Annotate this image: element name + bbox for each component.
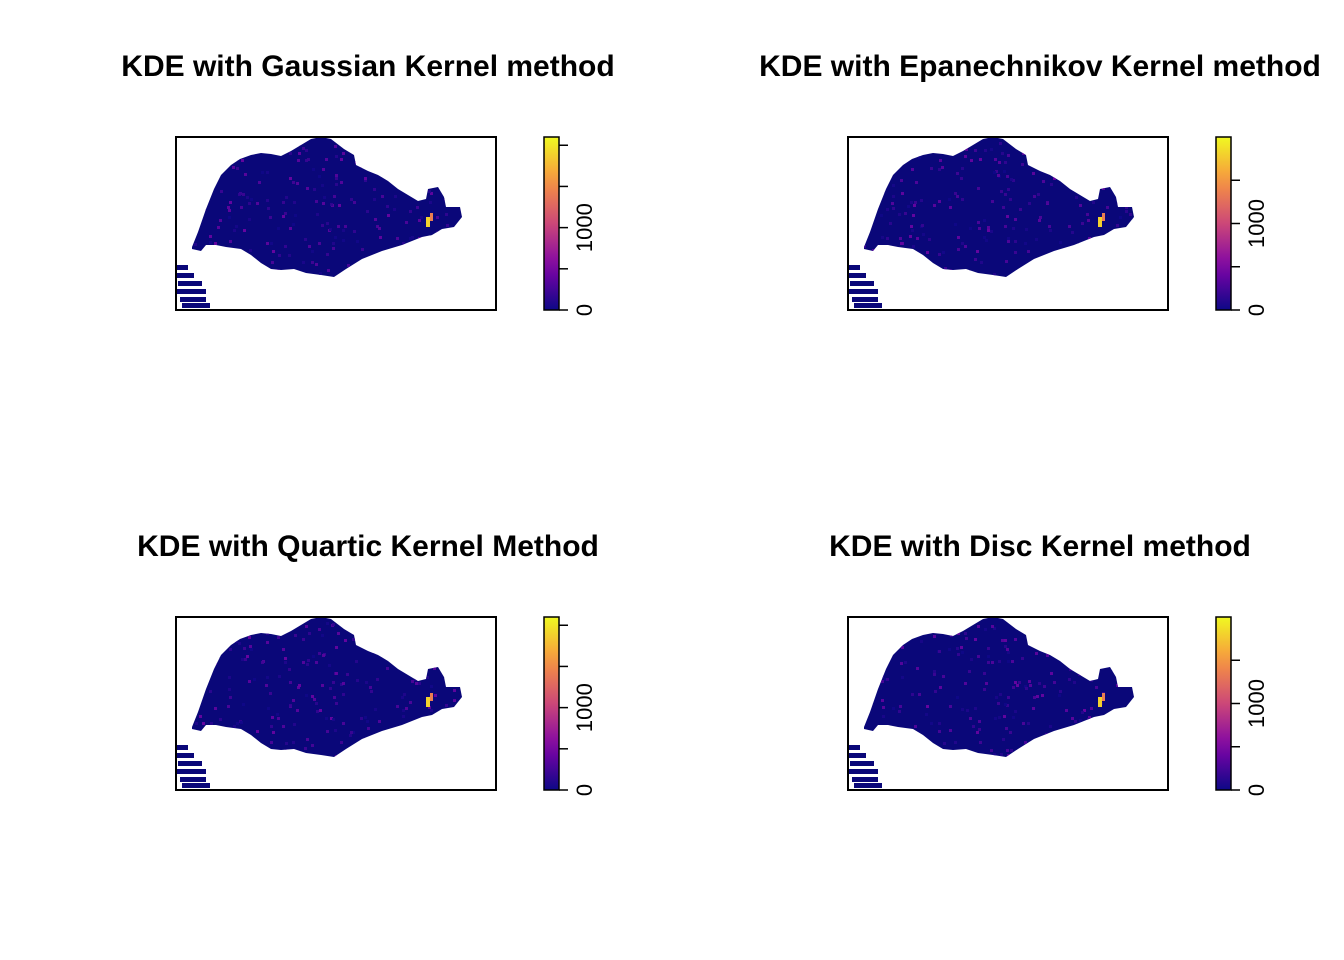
density-map: [848, 617, 1134, 788]
hotspot: [426, 693, 433, 707]
density-map: [176, 617, 462, 788]
kde-panel-gaussian: KDE with Gaussian Kernel method 0 1000: [0, 0, 672, 480]
kde-panel-epanechnikov: KDE with Epanechnikov Kernel method 0 1000: [672, 0, 1344, 480]
western-islets: [176, 265, 210, 308]
density-map: [176, 137, 462, 308]
map-frame: [175, 616, 497, 791]
colorbar-tick-label: 1000: [1244, 199, 1269, 248]
colorbar-tick-label: 1000: [572, 683, 597, 732]
western-islets: [176, 745, 210, 788]
colorbar-tick-label: 1000: [572, 203, 597, 252]
island-density-surface: [192, 137, 462, 277]
hotspot: [426, 213, 433, 227]
colorbar: [1215, 136, 1232, 311]
colorbar-tick-label: 0: [1244, 304, 1269, 316]
colorbar-tick-label: 0: [572, 784, 597, 796]
western-islets: [848, 265, 882, 308]
map-frame: [847, 136, 1169, 311]
hotspot: [1098, 213, 1105, 227]
colorbar: [543, 616, 560, 791]
colorbar: [1215, 616, 1232, 791]
chart-title: KDE with Gaussian Kernel method: [121, 50, 614, 83]
colorbar-tick-label: 0: [1244, 784, 1269, 796]
kde-panel-quartic: KDE with Quartic Kernel Method 0 1000: [0, 480, 672, 960]
colorbar-tick-label: 1000: [1244, 679, 1269, 728]
map-frame: [175, 136, 497, 311]
chart-title: KDE with Epanechnikov Kernel method: [759, 50, 1321, 83]
island-density-surface: [864, 137, 1134, 277]
kde-panel-disc: KDE with Disc Kernel method 0 1000: [672, 480, 1344, 960]
chart-svg: KDE with Disc Kernel method 0 1000: [829, 530, 1269, 796]
map-frame: [847, 616, 1169, 791]
chart-svg: KDE with Gaussian Kernel method 0 1000: [121, 50, 614, 316]
western-islets: [848, 745, 882, 788]
hotspot: [1098, 693, 1105, 707]
island-density-surface: [192, 617, 462, 757]
chart-svg: KDE with Epanechnikov Kernel method 0 1000: [759, 50, 1321, 316]
island-density-surface: [864, 617, 1134, 757]
colorbar-tick-label: 0: [572, 304, 597, 316]
chart-title: KDE with Quartic Kernel Method: [137, 530, 599, 563]
chart-svg: KDE with Quartic Kernel Method 0 1000: [137, 530, 599, 796]
density-map: [848, 137, 1134, 308]
chart-title: KDE with Disc Kernel method: [829, 530, 1251, 563]
colorbar: [543, 136, 560, 311]
